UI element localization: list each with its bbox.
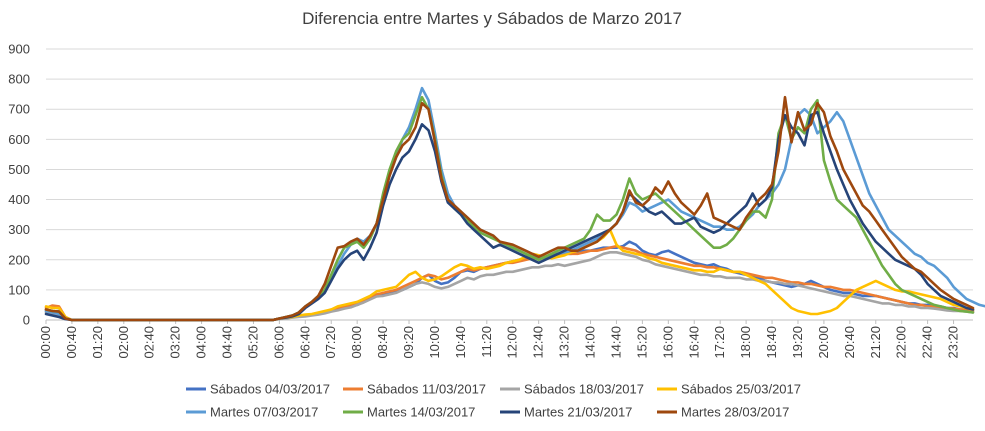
x-tick-label: 04:40 bbox=[220, 326, 235, 359]
x-tick-label: 01:20 bbox=[90, 326, 105, 359]
y-tick-label: 800 bbox=[8, 72, 30, 87]
legend-label: Sábados 04/03/2017 bbox=[210, 382, 330, 397]
y-tick-label: 200 bbox=[8, 252, 30, 267]
x-tick-label: 08:40 bbox=[375, 326, 390, 359]
y-axis: 0 100 200 300 400 500 600 700 800 900 bbox=[8, 42, 30, 328]
y-tick-label: 100 bbox=[8, 282, 30, 297]
x-tick-label: 06:00 bbox=[271, 326, 286, 359]
x-tick-label: 16:00 bbox=[660, 326, 675, 359]
gridlines bbox=[46, 48, 973, 321]
x-tick-label: 23:20 bbox=[946, 326, 961, 359]
x-tick-label: 06:40 bbox=[297, 326, 312, 359]
x-tick-label: 20:00 bbox=[816, 326, 831, 359]
plot-area bbox=[44, 86, 985, 322]
y-tick-label: 300 bbox=[8, 222, 30, 237]
x-tick-label: 10:40 bbox=[453, 326, 468, 359]
legend-label: Martes 28/03/2017 bbox=[681, 405, 789, 420]
x-tick-label: 10:00 bbox=[427, 326, 442, 359]
y-tick-label: 600 bbox=[8, 132, 30, 147]
x-tick-label: 12:00 bbox=[505, 326, 520, 359]
x-tick-label: 07:20 bbox=[323, 326, 338, 359]
legend-item: Martes 21/03/2017 bbox=[500, 405, 632, 420]
x-tick-label: 14:40 bbox=[608, 326, 623, 359]
legend-item: Martes 07/03/2017 bbox=[186, 405, 318, 420]
y-tick-label: 700 bbox=[8, 102, 30, 117]
x-tick-label: 12:40 bbox=[531, 326, 546, 359]
legend-item: Martes 28/03/2017 bbox=[657, 405, 789, 420]
x-tick-label: 00:40 bbox=[64, 326, 79, 359]
x-tick-label: 20:40 bbox=[842, 326, 857, 359]
legend-label: Sábados 25/03/2017 bbox=[681, 382, 801, 397]
series-line-8 bbox=[44, 95, 975, 322]
x-tick-label: 05:20 bbox=[245, 326, 260, 359]
x-tick-label: 00:00 bbox=[38, 326, 53, 359]
x-axis: 00:00 00:40 01:20 02:00 02:40 03:20 04:00 04:40… bbox=[38, 320, 961, 359]
x-tick-label: 03:20 bbox=[168, 326, 183, 359]
legend-label: Martes 14/03/2017 bbox=[367, 405, 475, 420]
legend-label: Sábados 18/03/2017 bbox=[524, 382, 644, 397]
x-tick-label: 16:40 bbox=[686, 326, 701, 359]
legend-item: Sábados 18/03/2017 bbox=[500, 382, 644, 397]
series-line-5 bbox=[44, 86, 985, 322]
legend-item: Sábados 25/03/2017 bbox=[657, 382, 801, 397]
x-tick-label: 22:40 bbox=[920, 326, 935, 359]
legend: Sábados 04/03/2017 Sábados 11/03/2017 Sába… bbox=[186, 382, 801, 420]
x-tick-label: 18:00 bbox=[738, 326, 753, 359]
legend-item: Martes 14/03/2017 bbox=[343, 405, 475, 420]
legend-label: Martes 07/03/2017 bbox=[210, 405, 318, 420]
y-tick-label: 0 bbox=[23, 313, 30, 328]
legend-label: Martes 21/03/2017 bbox=[524, 405, 632, 420]
x-tick-label: 17:20 bbox=[712, 326, 727, 359]
chart-title: Diferencia entre Martes y Sábados de Mar… bbox=[302, 9, 682, 28]
x-tick-label: 02:40 bbox=[142, 326, 157, 359]
legend-label: Sábados 11/03/2017 bbox=[367, 382, 486, 397]
x-tick-label: 04:00 bbox=[194, 326, 209, 359]
legend-item: Sábados 04/03/2017 bbox=[186, 382, 330, 397]
x-tick-label: 02:00 bbox=[116, 326, 131, 359]
x-tick-label: 11:20 bbox=[479, 326, 494, 358]
x-tick-label: 13:20 bbox=[557, 326, 572, 359]
y-tick-label: 900 bbox=[8, 42, 30, 57]
x-tick-label: 15:20 bbox=[634, 326, 649, 359]
x-tick-label: 21:20 bbox=[868, 326, 883, 359]
x-tick-label: 18:40 bbox=[764, 326, 779, 359]
x-tick-label: 19:20 bbox=[790, 326, 805, 359]
y-tick-label: 500 bbox=[8, 162, 30, 177]
x-tick-label: 08:00 bbox=[349, 326, 364, 359]
x-tick-label: 09:20 bbox=[401, 326, 416, 359]
x-tick-label: 14:00 bbox=[583, 326, 598, 359]
y-tick-label: 400 bbox=[8, 192, 30, 207]
legend-item: Sábados 11/03/2017 bbox=[343, 382, 486, 397]
x-tick-label: 22:00 bbox=[894, 326, 909, 359]
